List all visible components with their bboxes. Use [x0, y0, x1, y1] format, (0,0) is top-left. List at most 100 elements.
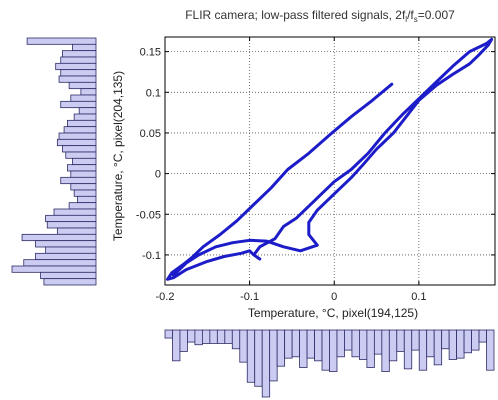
hist-x-bar	[448, 329, 458, 360]
hist-x-bar	[172, 329, 181, 362]
hist-y-bar	[68, 81, 97, 90]
hist-y-bar	[62, 50, 97, 58]
hist-y-bar	[35, 240, 97, 248]
hist-y-bar	[72, 157, 97, 166]
hist-y-bar	[60, 56, 97, 64]
x-tick-label: -0.2	[156, 291, 175, 303]
title-tail: =0.007	[418, 8, 455, 22]
plot-frame	[164, 36, 496, 286]
hist-x-bar	[359, 329, 368, 360]
hist-x-bar	[254, 329, 263, 387]
hist-x-bar	[344, 329, 353, 351]
hist-x-bar	[269, 329, 278, 382]
hist-x-bar	[351, 329, 360, 358]
hist-x-bar	[216, 329, 226, 344]
hist-y-bar	[43, 278, 97, 286]
y-tick-label: 0	[155, 169, 161, 181]
x-tick-label: 0.1	[411, 291, 426, 303]
hist-x-bar	[373, 329, 383, 355]
hist-y-bar	[35, 252, 97, 261]
y-tick-label: -0.05	[136, 209, 161, 221]
hist-x-bar	[329, 329, 338, 372]
y-tick-label: 0.05	[140, 128, 161, 140]
hist-x-bar	[179, 329, 188, 352]
hist-x-bar	[164, 329, 173, 339]
hist-x-bar	[194, 329, 203, 346]
title-sub-l: l	[405, 15, 407, 24]
hist-x-bar	[239, 329, 248, 363]
hist-y-bar	[45, 214, 97, 223]
title-main: FLIR camera; low-pass filtered signals, …	[185, 8, 406, 22]
hist-y-bar	[26, 37, 97, 45]
grid	[165, 37, 495, 285]
hist-x-bar	[291, 329, 300, 358]
hist-x-bar	[403, 329, 413, 370]
hist-x-bar	[456, 329, 465, 359]
hist-x-bar	[314, 329, 323, 362]
hist-y-bar	[46, 221, 97, 229]
hist-x-bar	[486, 329, 495, 371]
hist-y-bar	[21, 233, 97, 242]
hist-y-bar	[63, 126, 97, 134]
hist-y-bar	[67, 119, 97, 128]
hist-x-bar	[433, 329, 443, 366]
hist-y-bar	[67, 164, 97, 172]
y-tick-label: 0.1	[146, 87, 161, 99]
hist-x-bar	[388, 329, 398, 362]
hist-x-bar	[246, 329, 256, 383]
hist-x-bar	[426, 329, 435, 358]
hist-x-bar	[201, 329, 211, 344]
hist-x-bar	[261, 329, 271, 398]
hist-x-bar	[471, 329, 480, 351]
left-histogram	[11, 37, 97, 286]
hist-y-bar	[70, 170, 97, 178]
hist-x-bar	[463, 329, 472, 354]
hist-y-bar	[58, 75, 97, 83]
hist-x-bar	[306, 329, 315, 359]
y-tick-label: 0.15	[140, 47, 161, 59]
hist-x-bar	[284, 329, 293, 359]
hist-y-bar	[73, 189, 97, 197]
hist-x-bar	[336, 329, 345, 358]
title-sub-s: s	[414, 15, 418, 24]
title-mid: /f	[407, 8, 414, 22]
hist-y-bar	[62, 145, 97, 153]
hist-y-bar	[58, 132, 97, 140]
tick-group: -0.2 -0.1 0 0.1 -0.1 -0.05 0 0.05 0.1 0.15	[136, 37, 495, 303]
hist-x-bar	[478, 329, 487, 343]
hist-x-bar	[209, 329, 218, 344]
hist-y-bar	[45, 246, 97, 254]
bottom-histogram	[164, 329, 495, 398]
x-axis-label: Temperature, °C, pixel(194,125)	[248, 306, 418, 320]
hist-x-bar	[418, 329, 428, 371]
hist-y-bar	[78, 107, 97, 115]
hist-y-bar	[80, 88, 97, 96]
hist-x-bar	[366, 329, 375, 368]
hist-x-bar	[321, 329, 330, 371]
hist-y-bar	[72, 43, 97, 52]
x-tick-label: -0.1	[240, 291, 259, 303]
hist-y-bar	[60, 69, 97, 77]
x-tick-label: 0	[331, 291, 337, 303]
hist-x-bar	[411, 329, 420, 351]
hist-x-bar	[396, 329, 405, 352]
hist-y-bar	[40, 271, 97, 280]
series-line	[166, 37, 494, 281]
hist-x-bar	[381, 329, 390, 372]
chart-title: FLIR camera; low-pass filtered signals, …	[185, 8, 455, 24]
hist-x-bar	[224, 329, 233, 344]
hist-y-bar	[56, 227, 97, 235]
hist-y-bar	[23, 259, 97, 267]
hist-y-bar	[68, 202, 97, 210]
series-group	[166, 37, 494, 281]
y-axis-label: Temperature, °C, pixel(204,135)	[111, 71, 125, 241]
hist-y-bar	[60, 176, 97, 185]
hist-y-bar	[70, 183, 97, 191]
hist-x-bar	[299, 329, 308, 368]
hist-x-bar	[441, 329, 450, 350]
hist-y-bar	[56, 138, 97, 147]
hist-y-bar	[77, 195, 97, 204]
hist-y-bar	[60, 100, 97, 109]
hist-x-bar	[231, 329, 241, 350]
